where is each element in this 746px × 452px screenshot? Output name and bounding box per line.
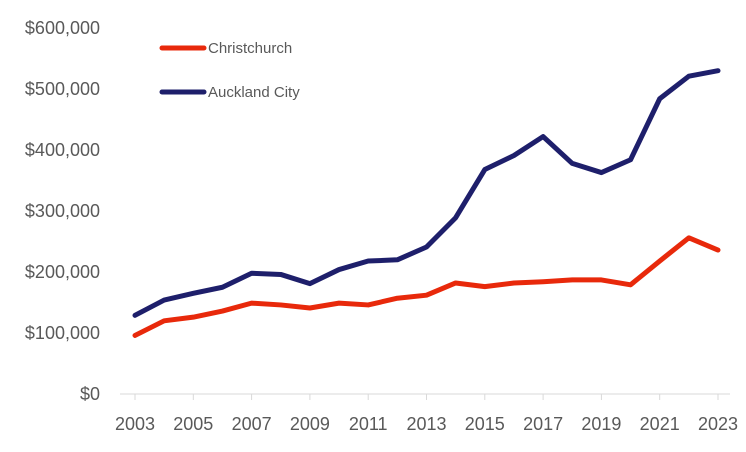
- x-tick-label: 2011: [349, 414, 388, 434]
- y-tick-label: $300,000: [25, 201, 100, 221]
- y-tick-label: $500,000: [25, 79, 100, 99]
- x-tick-label: 2007: [232, 414, 272, 434]
- legend-label-christchurch: Christchurch: [208, 40, 292, 57]
- x-tick-label: 2019: [581, 414, 621, 434]
- x-tick-label: 2017: [523, 414, 563, 434]
- series-layer: [132, 68, 721, 338]
- y-tick-label: $400,000: [25, 140, 100, 160]
- x-tick-label: 2003: [115, 414, 155, 434]
- x-tick-label: 2009: [290, 414, 330, 434]
- x-tick-label: 2021: [640, 414, 680, 434]
- series-line-auckland-city: [132, 68, 721, 318]
- x-tick-label: 2005: [173, 414, 213, 434]
- x-tick-label: 2023: [698, 414, 738, 434]
- series-line-christchurch: [132, 235, 721, 338]
- y-tick-label: $200,000: [25, 262, 100, 282]
- legend: Christchurch Auckland City: [159, 40, 300, 101]
- x-tick-label: 2015: [465, 414, 505, 434]
- y-tick-label: $0: [80, 384, 100, 404]
- y-tick-label: $100,000: [25, 323, 100, 343]
- legend-label-auckland-city: Auckland City: [208, 84, 300, 101]
- x-tick-label: 2013: [406, 414, 446, 434]
- y-axis: $0 $100,000 $200,000 $300,000 $400,000 $500,0…: [25, 18, 100, 404]
- x-axis: 2003 2005 2007 2009 2011 2013 2015 2017 2019 2021…: [115, 393, 738, 434]
- y-tick-label: $600,000: [25, 18, 100, 38]
